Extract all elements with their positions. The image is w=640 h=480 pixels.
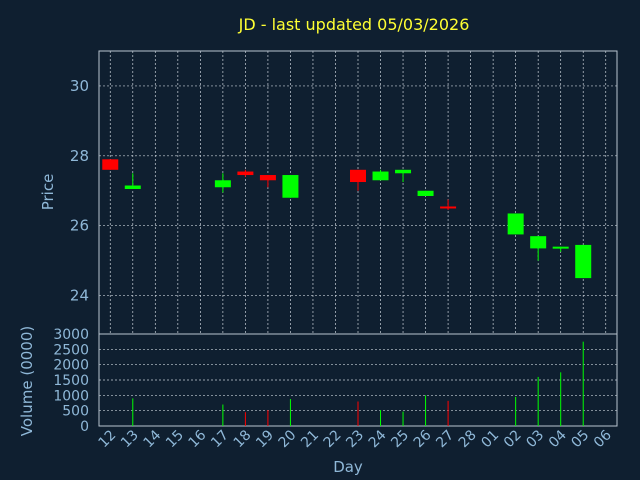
price-tick-label: 28 <box>70 147 89 165</box>
x-tick-label: 13 <box>118 427 142 451</box>
volume-tick-label: 500 <box>62 404 89 420</box>
candle-body <box>350 169 366 183</box>
x-tick-label: 16 <box>186 427 210 451</box>
x-axis-ticks: 1213141516171819202122232425262728010203… <box>95 427 614 451</box>
candle-body <box>124 185 141 190</box>
candle-body <box>440 206 457 209</box>
chart-title: JD - last updated 05/03/2026 <box>238 15 470 34</box>
candle-body <box>552 246 569 249</box>
volume-tick-label: 2500 <box>53 342 89 358</box>
x-tick-label: 15 <box>163 427 187 451</box>
price-gridlines <box>99 51 617 334</box>
x-tick-label: 25 <box>388 427 412 451</box>
candle-body <box>214 180 231 188</box>
price-axis-ticks: 24 26 28 30 <box>70 77 89 305</box>
price-tick-label: 26 <box>70 217 89 235</box>
volume-axis-label: Volume (0000) <box>18 326 36 436</box>
candles <box>102 159 592 279</box>
x-tick-label: 01 <box>478 427 502 451</box>
x-tick-label: 22 <box>321 427 345 451</box>
x-tick-label: 03 <box>523 427 547 451</box>
x-axis-label: Day <box>333 458 363 476</box>
candle-body <box>507 213 524 235</box>
volume-tick-label: 2000 <box>53 358 89 374</box>
candle-body <box>575 244 592 279</box>
price-tick-label: 30 <box>70 77 89 95</box>
price-axis-label: Price <box>39 174 57 211</box>
x-tick-label: 02 <box>501 427 525 451</box>
candle-body <box>282 175 299 198</box>
x-tick-label: 18 <box>231 427 255 451</box>
candle-body <box>372 171 389 181</box>
x-tick-label: 17 <box>208 427 232 451</box>
x-tick-label: 04 <box>546 427 570 451</box>
candle-body <box>237 171 254 176</box>
candle-body <box>530 236 547 249</box>
x-tick-label: 23 <box>343 427 367 451</box>
x-tick-label: 20 <box>276 427 300 451</box>
volume-tick-label: 1500 <box>53 373 89 389</box>
x-tick-label: 24 <box>366 427 390 451</box>
x-tick-label: 27 <box>433 427 457 451</box>
x-tick-label: 05 <box>568 427 592 451</box>
volume-bars <box>132 341 584 426</box>
price-tick-label: 24 <box>70 287 89 305</box>
x-tick-label: 28 <box>456 427 480 451</box>
candle-body <box>417 190 434 196</box>
x-tick-label: 14 <box>141 427 165 451</box>
volume-tick-label: 0 <box>80 419 89 435</box>
x-tick-label: 21 <box>298 427 322 451</box>
x-tick-label: 12 <box>95 427 119 451</box>
candle-body <box>102 159 119 170</box>
candle-body <box>259 175 276 181</box>
x-tick-label: 26 <box>411 427 435 451</box>
volume-tick-label: 1000 <box>53 388 89 404</box>
x-tick-label: 19 <box>253 427 277 451</box>
candle-body <box>395 169 412 174</box>
volume-tick-label: 3000 <box>53 327 89 343</box>
x-tick-label: 06 <box>591 427 615 451</box>
